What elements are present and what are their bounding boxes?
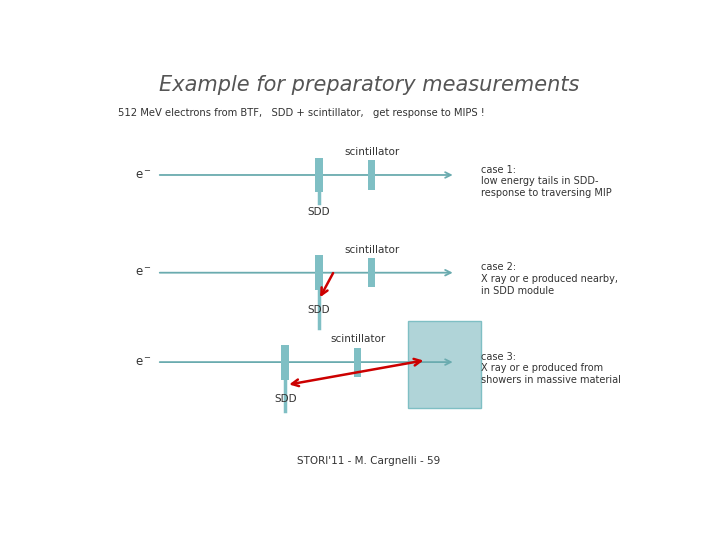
- Bar: [408, 321, 481, 408]
- Text: scintillator: scintillator: [344, 245, 400, 255]
- Bar: [315, 255, 323, 290]
- Text: scintillator: scintillator: [330, 334, 385, 344]
- Text: e$^-$: e$^-$: [135, 356, 153, 369]
- Text: case 1:
low energy tails in SDD-
response to traversing MIP: case 1: low energy tails in SDD- respons…: [481, 165, 611, 198]
- Bar: [282, 345, 289, 380]
- Text: e$^-$: e$^-$: [135, 266, 153, 279]
- Text: e$^-$: e$^-$: [135, 168, 153, 181]
- Bar: [369, 258, 375, 287]
- Text: SDD: SDD: [307, 305, 330, 315]
- Bar: [369, 160, 375, 190]
- Text: case 3:
X ray or e produced from
showers in massive material: case 3: X ray or e produced from showers…: [481, 352, 621, 385]
- Text: STORI'11 - M. Cargnelli - 59: STORI'11 - M. Cargnelli - 59: [297, 456, 441, 466]
- Text: 512 MeV electrons from BTF,   SDD + scintillator,   get response to MIPS !: 512 MeV electrons from BTF, SDD + scinti…: [118, 109, 485, 118]
- Text: SDD: SDD: [274, 394, 297, 404]
- Bar: [354, 348, 361, 377]
- Text: scintillator: scintillator: [344, 147, 400, 157]
- Text: Example for preparatory measurements: Example for preparatory measurements: [159, 75, 579, 95]
- Text: case 2:
X ray or e produced nearby,
in SDD module: case 2: X ray or e produced nearby, in S…: [481, 262, 618, 295]
- Text: SDD: SDD: [307, 207, 330, 217]
- Bar: [315, 158, 323, 192]
